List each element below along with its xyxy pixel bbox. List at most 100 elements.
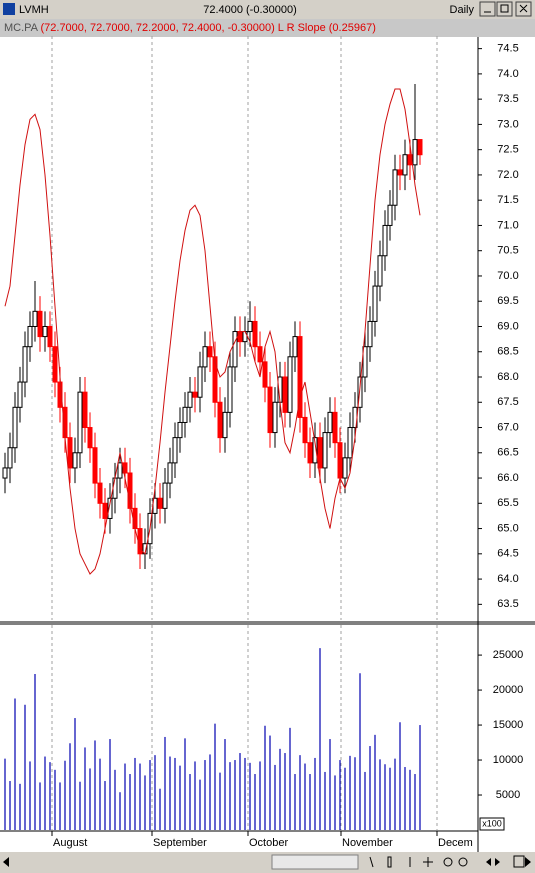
candle-body [37,310,43,338]
y-tick-label: 70.0 [497,270,518,282]
candle-body [337,442,343,479]
candle-body [267,386,273,434]
y-tick-label: 69.0 [497,320,518,332]
candle-body [112,477,118,499]
candle-body [7,447,13,469]
lr-slope-line [4,88,421,575]
candle-body [67,437,73,469]
y-tick-label: 73.5 [497,93,518,105]
candle-body [372,285,378,322]
candle-body [42,325,48,338]
y-tick-label: 72.5 [497,144,518,156]
y-tick-label: 65.0 [497,522,518,534]
button-glyphs [484,4,528,13]
candle-body [417,139,423,156]
x-tick-label: September [153,837,207,849]
candle-body [82,391,88,429]
candle-body [362,346,368,378]
candle-body [182,406,188,423]
candle-body [52,346,58,383]
candle-body [102,502,108,519]
y-tick-label: 25000 [493,649,524,661]
y-tick-label: 66.0 [497,472,518,484]
candle-body [47,325,53,348]
candle-body [347,427,353,459]
x-tick-label: November [342,837,393,849]
candle-body [257,346,263,363]
unit-box [479,817,505,831]
scroll-thumb[interactable] [271,854,359,870]
candle-body [317,437,323,469]
toolbar-icon[interactable] [513,855,525,868]
period: Daily [450,4,475,16]
candle-body [202,346,208,368]
minimize-button[interactable] [479,1,496,17]
candle-body [412,139,418,166]
candle-body [187,391,193,408]
candle-body [157,497,163,509]
candle-body [22,346,28,383]
y-tick-label: 15000 [493,719,524,731]
candle-body [292,336,298,358]
volume-unit-label: x100 [482,818,502,828]
y-tick-label: 64.0 [497,573,518,585]
y-tick-label: 74.0 [497,68,518,80]
legend-symbol: MC.PA [4,22,39,34]
candle-body [242,331,248,343]
candle-body [117,462,123,479]
x-tick-label: October [249,837,288,849]
candle-body [167,462,173,484]
candle-body [97,482,103,504]
candle-body [192,391,198,398]
candle-body [77,391,83,454]
candle-body [92,447,98,484]
y-tick-label: 5000 [496,789,520,801]
y-tick-label: 66.5 [497,447,518,459]
y-tick-label: 73.0 [497,118,518,130]
x-tick-label: August [53,837,87,849]
legend-bar [0,19,535,37]
candle-body [247,320,253,333]
legend-indicator-value: (0.25967) [329,22,376,34]
candle-body [312,437,318,464]
candle-body [222,411,228,439]
y-tick-label: 67.5 [497,396,518,408]
candle-body [282,376,288,413]
maximize-button[interactable] [496,1,513,17]
candle-body [327,411,333,434]
candle-body [177,421,183,439]
y-tick-label: 65.5 [497,497,518,509]
candle-body [197,366,203,398]
y-tick-label: 64.5 [497,548,518,560]
legend-indicator: L R Slope [278,22,326,34]
candle-body [297,336,303,418]
scroll-bar [0,852,535,873]
candle-body [402,154,408,176]
candle-body [162,482,168,509]
candle-body [32,310,38,327]
title-bar [0,0,535,19]
candle-body [212,356,218,403]
candle-body [132,507,138,530]
y-tick-label: 20000 [493,684,524,696]
candle-body [207,346,213,358]
candle-body [2,467,8,479]
candle-body [12,406,18,449]
candle-body [252,320,258,348]
zoom-out-icon[interactable] [443,857,453,867]
y-tick-label: 71.5 [497,194,518,206]
y-tick-label: 67.0 [497,421,518,433]
toolbar-icons[interactable] [369,856,433,868]
candle-body [377,255,383,287]
candle-body [387,204,393,226]
candle-body [232,331,238,368]
zoom-in-icon[interactable] [458,857,468,867]
candle-body [392,169,398,206]
candle-body [397,169,403,176]
candle-body [262,361,268,388]
candle-body [237,331,243,343]
app-icon [3,3,15,15]
candle-body [302,416,308,444]
